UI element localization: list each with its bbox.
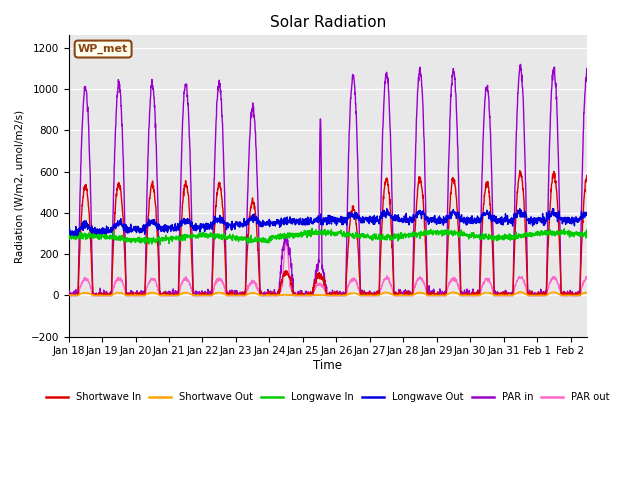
Shortwave In — [584, 175, 591, 181]
PAR in — [405, 289, 413, 295]
PAR in — [95, 292, 103, 298]
Longwave In — [584, 232, 591, 238]
PAR in — [584, 70, 591, 75]
Shortwave Out — [381, 289, 389, 295]
PAR in — [566, 291, 573, 297]
Longwave Out — [331, 216, 339, 222]
PAR in — [504, 292, 511, 298]
Longwave Out — [95, 230, 103, 236]
Longwave Out — [584, 209, 591, 215]
Shortwave In — [95, 291, 103, 297]
PAR out — [65, 292, 73, 298]
Longwave In — [65, 230, 72, 236]
Shortwave Out — [566, 292, 573, 298]
X-axis label: Time: Time — [314, 359, 342, 372]
Longwave In — [504, 235, 512, 240]
Longwave Out — [65, 226, 72, 232]
PAR out — [65, 292, 72, 298]
PAR out — [390, 292, 397, 298]
Shortwave In — [516, 168, 524, 174]
Shortwave In — [390, 276, 397, 281]
PAR out — [406, 292, 413, 298]
Title: Solar Radiation: Solar Radiation — [270, 15, 386, 30]
PAR in — [516, 61, 524, 67]
Longwave In — [95, 235, 103, 240]
Longwave In — [406, 230, 413, 236]
Shortwave In — [405, 292, 413, 298]
PAR out — [332, 292, 339, 298]
Longwave Out — [72, 233, 80, 239]
Text: WP_met: WP_met — [78, 44, 128, 54]
Shortwave Out — [65, 292, 72, 298]
Shortwave Out — [95, 292, 103, 298]
Shortwave Out — [406, 292, 413, 298]
Line: PAR out: PAR out — [68, 243, 588, 295]
PAR out — [282, 240, 290, 246]
Line: Longwave Out: Longwave Out — [68, 209, 588, 236]
Longwave Out — [406, 218, 413, 224]
PAR in — [65, 292, 72, 298]
Shortwave In — [65, 292, 72, 298]
Line: Longwave In: Longwave In — [68, 228, 588, 245]
Longwave Out — [504, 216, 512, 222]
Line: PAR in: PAR in — [68, 64, 588, 295]
Shortwave Out — [390, 292, 397, 298]
PAR out — [566, 292, 573, 298]
Shortwave Out — [331, 292, 339, 298]
Longwave Out — [390, 217, 397, 223]
Longwave Out — [383, 206, 390, 212]
Legend: Shortwave In, Shortwave Out, Longwave In, Longwave Out, PAR in, PAR out: Shortwave In, Shortwave Out, Longwave In… — [42, 388, 614, 407]
PAR out — [95, 292, 103, 298]
Shortwave Out — [584, 289, 591, 295]
Line: Shortwave Out: Shortwave Out — [68, 292, 588, 295]
Longwave In — [566, 234, 573, 240]
Shortwave In — [331, 291, 339, 297]
Longwave In — [156, 242, 164, 248]
PAR out — [504, 292, 512, 298]
Longwave In — [390, 234, 397, 240]
Shortwave Out — [504, 292, 511, 298]
Longwave In — [332, 230, 339, 236]
Longwave In — [308, 226, 316, 231]
PAR out — [584, 276, 591, 282]
PAR in — [331, 292, 339, 298]
Line: Shortwave In: Shortwave In — [68, 171, 588, 295]
Shortwave In — [566, 290, 573, 296]
PAR in — [390, 264, 397, 270]
Y-axis label: Radiation (W/m2, umol/m2/s): Radiation (W/m2, umol/m2/s) — [15, 109, 25, 263]
Shortwave In — [504, 292, 511, 298]
Longwave Out — [566, 220, 573, 226]
